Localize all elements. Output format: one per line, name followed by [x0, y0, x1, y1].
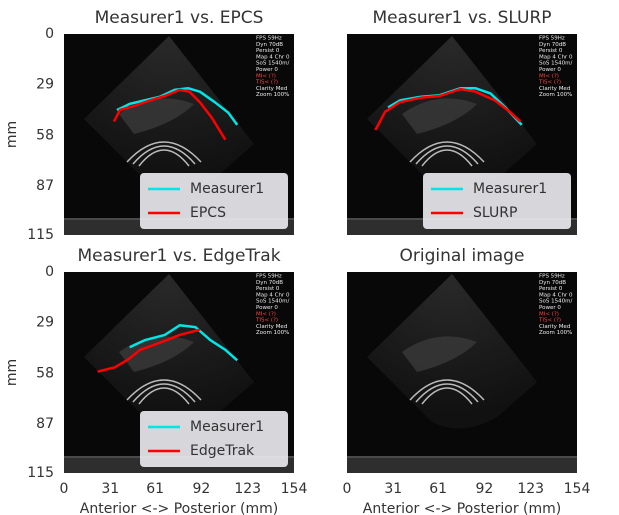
overlay-text: Map 4 Chr 0 [256, 54, 290, 60]
y-tick-label: 115 [27, 227, 54, 243]
legend-label: EdgeTrak [190, 443, 255, 459]
x-tick-label: 0 [60, 481, 69, 497]
overlay-text: Dyn 70dB [539, 42, 566, 48]
overlay-text: Persist 0 [539, 48, 563, 54]
x-tick-label: 154 [564, 481, 591, 497]
overlay-text: Zoom 100% [539, 330, 572, 336]
chart-title: Measurer1 vs. SLURP [372, 8, 551, 28]
overlay-text: Clarity Med [256, 86, 287, 92]
overlay-text: Map 4 Chr 0 [256, 292, 290, 298]
x-axis-label: Anterior <-> Posterior (mm) [363, 501, 561, 515]
overlay-text: Persist 0 [256, 48, 280, 54]
overlay-text: Map 4 Chr 0 [539, 54, 573, 60]
overlay-text: TIS< (?) [538, 318, 561, 324]
legend-label: Measurer1 [190, 419, 264, 435]
x-tick-label: 31 [384, 481, 402, 497]
chart-title: Measurer1 vs. EPCS [95, 8, 264, 28]
overlay-text: SoS 1540m/ [256, 61, 289, 67]
y-tick-label: 58 [36, 127, 54, 143]
x-tick-label: 123 [517, 481, 544, 497]
y-tick-label: 0 [45, 26, 54, 42]
y-tick-label: 29 [36, 77, 54, 93]
overlay-text: Zoom 100% [256, 330, 289, 336]
overlay-text: Dyn 70dB [539, 280, 566, 286]
overlay-text: Power 0 [539, 305, 561, 311]
x-axis-label: Anterior <-> Posterior (mm) [80, 501, 278, 515]
overlay-text: FPS 59Hz [256, 274, 282, 280]
overlay-text: Power 0 [256, 305, 278, 311]
overlay-text: Zoom 100% [539, 92, 572, 98]
x-tick-label: 123 [234, 481, 261, 497]
y-tick-label: 87 [36, 178, 54, 194]
y-axis-label: mm [4, 359, 20, 386]
overlay-text: MI< (?) [256, 73, 276, 79]
overlay-text: Clarity Med [539, 86, 570, 92]
legend-label: EPCS [190, 205, 226, 221]
overlay-text: TIS< (?) [538, 80, 561, 86]
overlay-text: Clarity Med [539, 324, 570, 330]
x-tick-label: 31 [101, 481, 119, 497]
image-band [347, 456, 577, 473]
y-tick-label: 0 [45, 264, 54, 280]
overlay-text: Dyn 70dB [256, 280, 283, 286]
overlay-text: FPS 59Hz [256, 36, 282, 42]
x-tick-label: 154 [281, 481, 308, 497]
overlay-text: SoS 1540m/ [539, 299, 572, 305]
overlay-text: MI< (?) [256, 311, 276, 317]
image-band-edge [347, 456, 577, 458]
x-tick-label: 92 [192, 481, 210, 497]
overlay-text: Power 0 [256, 67, 278, 73]
overlay-text: TIS< (?) [255, 80, 278, 86]
overlay-text: FPS 59Hz [539, 36, 565, 42]
x-tick-label: 92 [475, 481, 493, 497]
overlay-text: Persist 0 [256, 286, 280, 292]
x-tick-label: 61 [429, 481, 447, 497]
overlay-text: Persist 0 [539, 286, 563, 292]
overlay-text: SoS 1540m/ [539, 61, 572, 67]
legend-label: Measurer1 [473, 181, 547, 197]
x-tick-label: 61 [146, 481, 164, 497]
overlay-text: Zoom 100% [256, 92, 289, 98]
figure: FPS 59HzDyn 70dBPersist 0Map 4 Chr 0SoS … [0, 0, 619, 515]
overlay-text: FPS 59Hz [539, 274, 565, 280]
overlay-text: TIS< (?) [255, 318, 278, 324]
y-axis-label: mm [4, 121, 20, 148]
y-tick-label: 115 [27, 465, 54, 481]
chart-title: Original image [400, 246, 525, 266]
chart-title: Measurer1 vs. EdgeTrak [77, 246, 280, 266]
y-tick-label: 29 [36, 315, 54, 331]
x-tick-label: 0 [343, 481, 352, 497]
legend-label: Measurer1 [190, 181, 264, 197]
y-tick-label: 58 [36, 365, 54, 381]
overlay-text: Map 4 Chr 0 [539, 292, 573, 298]
overlay-text: Clarity Med [256, 324, 287, 330]
overlay-text: MI< (?) [539, 73, 559, 79]
overlay-text: MI< (?) [539, 311, 559, 317]
overlay-text: Dyn 70dB [256, 42, 283, 48]
y-tick-label: 87 [36, 416, 54, 432]
legend-label: SLURP [473, 205, 517, 221]
overlay-text: SoS 1540m/ [256, 299, 289, 305]
overlay-text: Power 0 [539, 67, 561, 73]
